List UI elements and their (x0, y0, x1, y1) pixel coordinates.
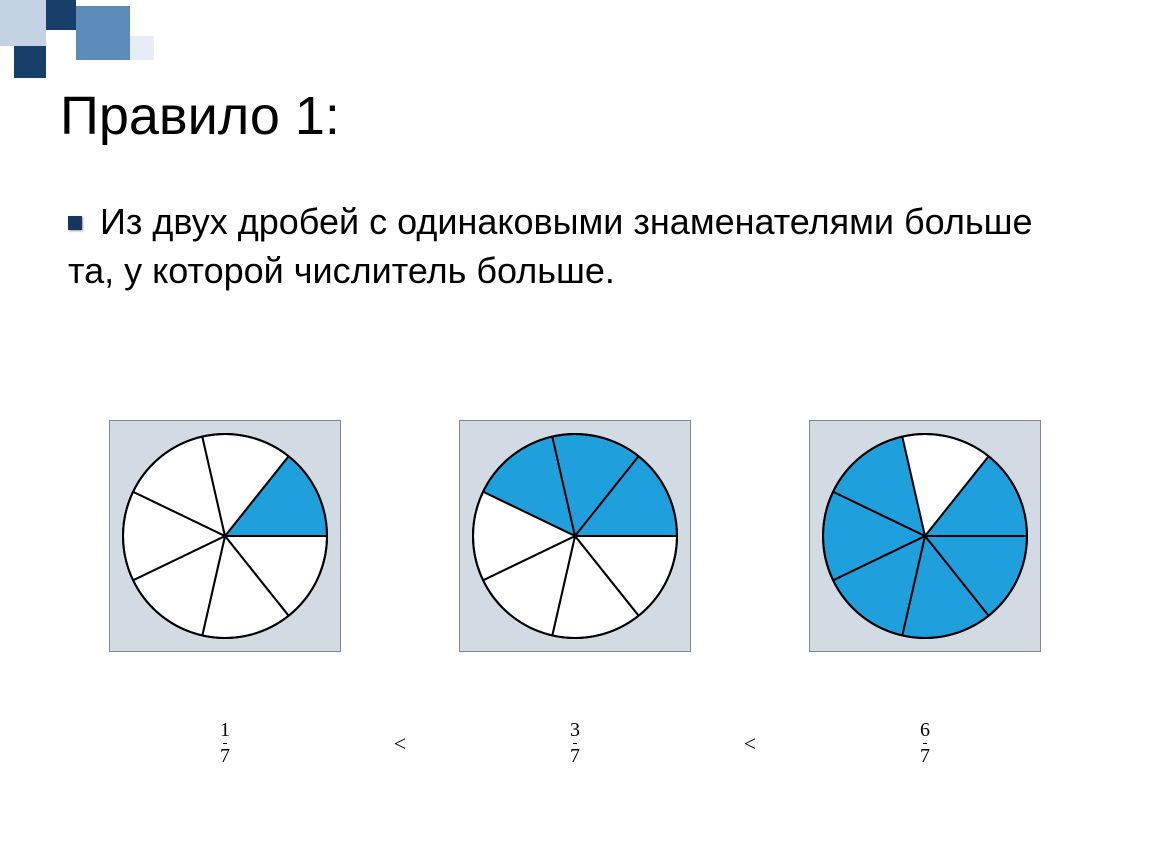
decor-square (76, 6, 130, 60)
decor-square (46, 30, 76, 60)
chart-gap (351, 536, 449, 537)
corner-decoration (0, 0, 200, 90)
fraction-label: 37 (459, 720, 691, 767)
fraction-labels-row: 17 <37 <67 (0, 720, 1150, 767)
decor-square (0, 0, 46, 46)
decor-square (14, 46, 46, 78)
pie-charts-row (0, 420, 1150, 657)
slide-title: Правило 1: (60, 85, 340, 147)
fraction-label: 67 (809, 720, 1041, 767)
comparator: < (701, 731, 799, 757)
bullet-icon (68, 216, 82, 230)
decor-square (130, 36, 154, 60)
comparator: < (351, 731, 449, 757)
chart-gap (701, 536, 799, 537)
pie-chart (809, 420, 1041, 652)
decor-square (46, 0, 76, 30)
rule-text-block: Из двух дробей с одинаковыми знаменателя… (68, 198, 1068, 295)
pie-chart (109, 420, 341, 652)
fraction-label: 17 (109, 720, 341, 767)
pie-chart (459, 420, 691, 652)
rule-text: Из двух дробей с одинаковыми знаменателя… (68, 201, 1032, 291)
